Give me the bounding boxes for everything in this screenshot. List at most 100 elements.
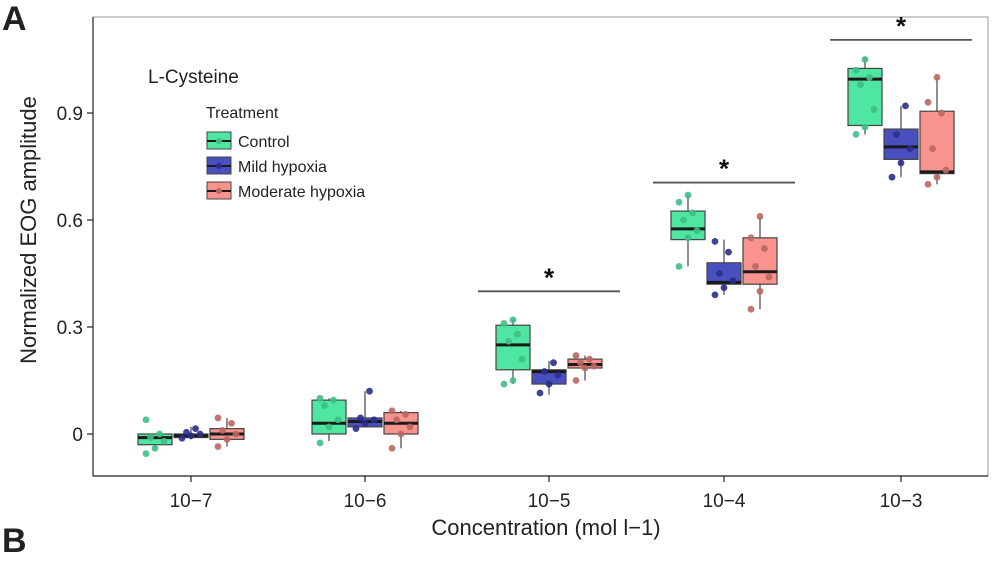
data-point (725, 248, 732, 256)
box-plot-chart: 0 0.3 0.6 0.9 10−7 10−6 10−5 10−4 10−3 Concentrat… (16, 11, 989, 540)
data-point (160, 437, 168, 445)
data-point (861, 123, 869, 131)
data-point (893, 131, 900, 138)
data-point (933, 73, 941, 81)
y-tick-label: 0.9 (57, 104, 83, 125)
data-point (852, 66, 860, 74)
y-tick-label: 0.3 (57, 318, 83, 339)
significance-star: * (896, 11, 907, 41)
data-point (219, 427, 226, 434)
data-point (352, 425, 360, 433)
data-point (388, 444, 396, 452)
data-point (756, 213, 764, 220)
data-point (857, 81, 864, 88)
legend-key-point (216, 188, 222, 194)
data-point (142, 416, 150, 424)
data-point (223, 435, 231, 443)
data-point (675, 262, 683, 270)
data-point (590, 362, 598, 370)
data-point (716, 270, 723, 277)
x-tick-label: 10−5 (528, 491, 571, 512)
y-axis-title: Normalized EOG amplitude (16, 96, 41, 364)
data-point (924, 98, 932, 106)
data-point (366, 387, 373, 395)
data-point (545, 380, 553, 388)
data-point (675, 198, 683, 206)
box-mild-hypoxia (883, 128, 919, 160)
data-point (756, 287, 764, 295)
data-point (693, 227, 701, 235)
data-point (388, 407, 396, 415)
data-point (938, 109, 945, 117)
data-point (924, 180, 932, 188)
x-tick-label: 10−4 (703, 491, 746, 512)
data-point (761, 245, 768, 252)
x-tick-label: 10−6 (344, 491, 387, 512)
data-point (747, 305, 755, 313)
data-point (897, 159, 905, 167)
x-tick-label: 10−3 (880, 491, 923, 512)
data-point (906, 145, 914, 153)
data-point (684, 191, 692, 199)
box-control (495, 324, 531, 371)
legend-key-point (216, 138, 222, 144)
data-point (747, 234, 755, 242)
data-point (397, 430, 405, 438)
data-point (929, 145, 936, 153)
data-point (866, 73, 873, 81)
data-point (711, 238, 719, 245)
next-panel-label: B (2, 522, 27, 560)
data-point (581, 364, 589, 372)
data-point (196, 430, 204, 438)
data-point (711, 291, 719, 299)
data-point (321, 402, 328, 409)
y-tick-label: 0.6 (57, 211, 83, 232)
plot-panel (92, 16, 989, 477)
data-point (586, 355, 593, 363)
data-point (577, 359, 584, 367)
data-point (370, 416, 378, 424)
data-point (406, 423, 414, 431)
data-point (402, 410, 409, 418)
data-point (541, 368, 548, 375)
data-point (729, 277, 737, 285)
data-point (888, 173, 896, 181)
x-tick-label: 10−7 (170, 491, 213, 512)
legend-title: Treatment (206, 105, 279, 122)
data-point (902, 102, 909, 110)
data-point (316, 439, 324, 447)
data-point (852, 131, 860, 138)
legend-key-point (216, 163, 222, 169)
significance-star: * (544, 262, 555, 292)
data-point (933, 173, 941, 181)
data-point (183, 428, 190, 436)
data-point (228, 419, 235, 427)
data-point (572, 377, 580, 384)
box-moderate-hypoxia (919, 110, 955, 175)
data-point (518, 355, 526, 363)
data-point (509, 316, 517, 324)
x-axis-title: Concentration (mol l−1) (431, 515, 660, 540)
data-point (156, 430, 163, 438)
data-point (500, 320, 508, 327)
data-point (550, 359, 557, 367)
data-point (752, 262, 759, 270)
legend-label: Mild hypoxia (238, 159, 327, 176)
data-point (514, 330, 521, 338)
data-point (357, 414, 364, 422)
data-point (214, 443, 222, 450)
data-point (572, 352, 580, 359)
data-point (178, 434, 186, 442)
box-control (847, 67, 883, 127)
data-point (232, 430, 240, 438)
data-point (536, 389, 544, 397)
y-tick-label: 0 (72, 425, 83, 446)
data-point (334, 416, 342, 424)
data-point (142, 450, 150, 458)
panel-label: A (2, 0, 27, 38)
data-point (765, 273, 773, 281)
data-point (684, 234, 692, 242)
data-point (151, 444, 159, 452)
data-point (147, 434, 154, 441)
data-point (214, 414, 222, 422)
